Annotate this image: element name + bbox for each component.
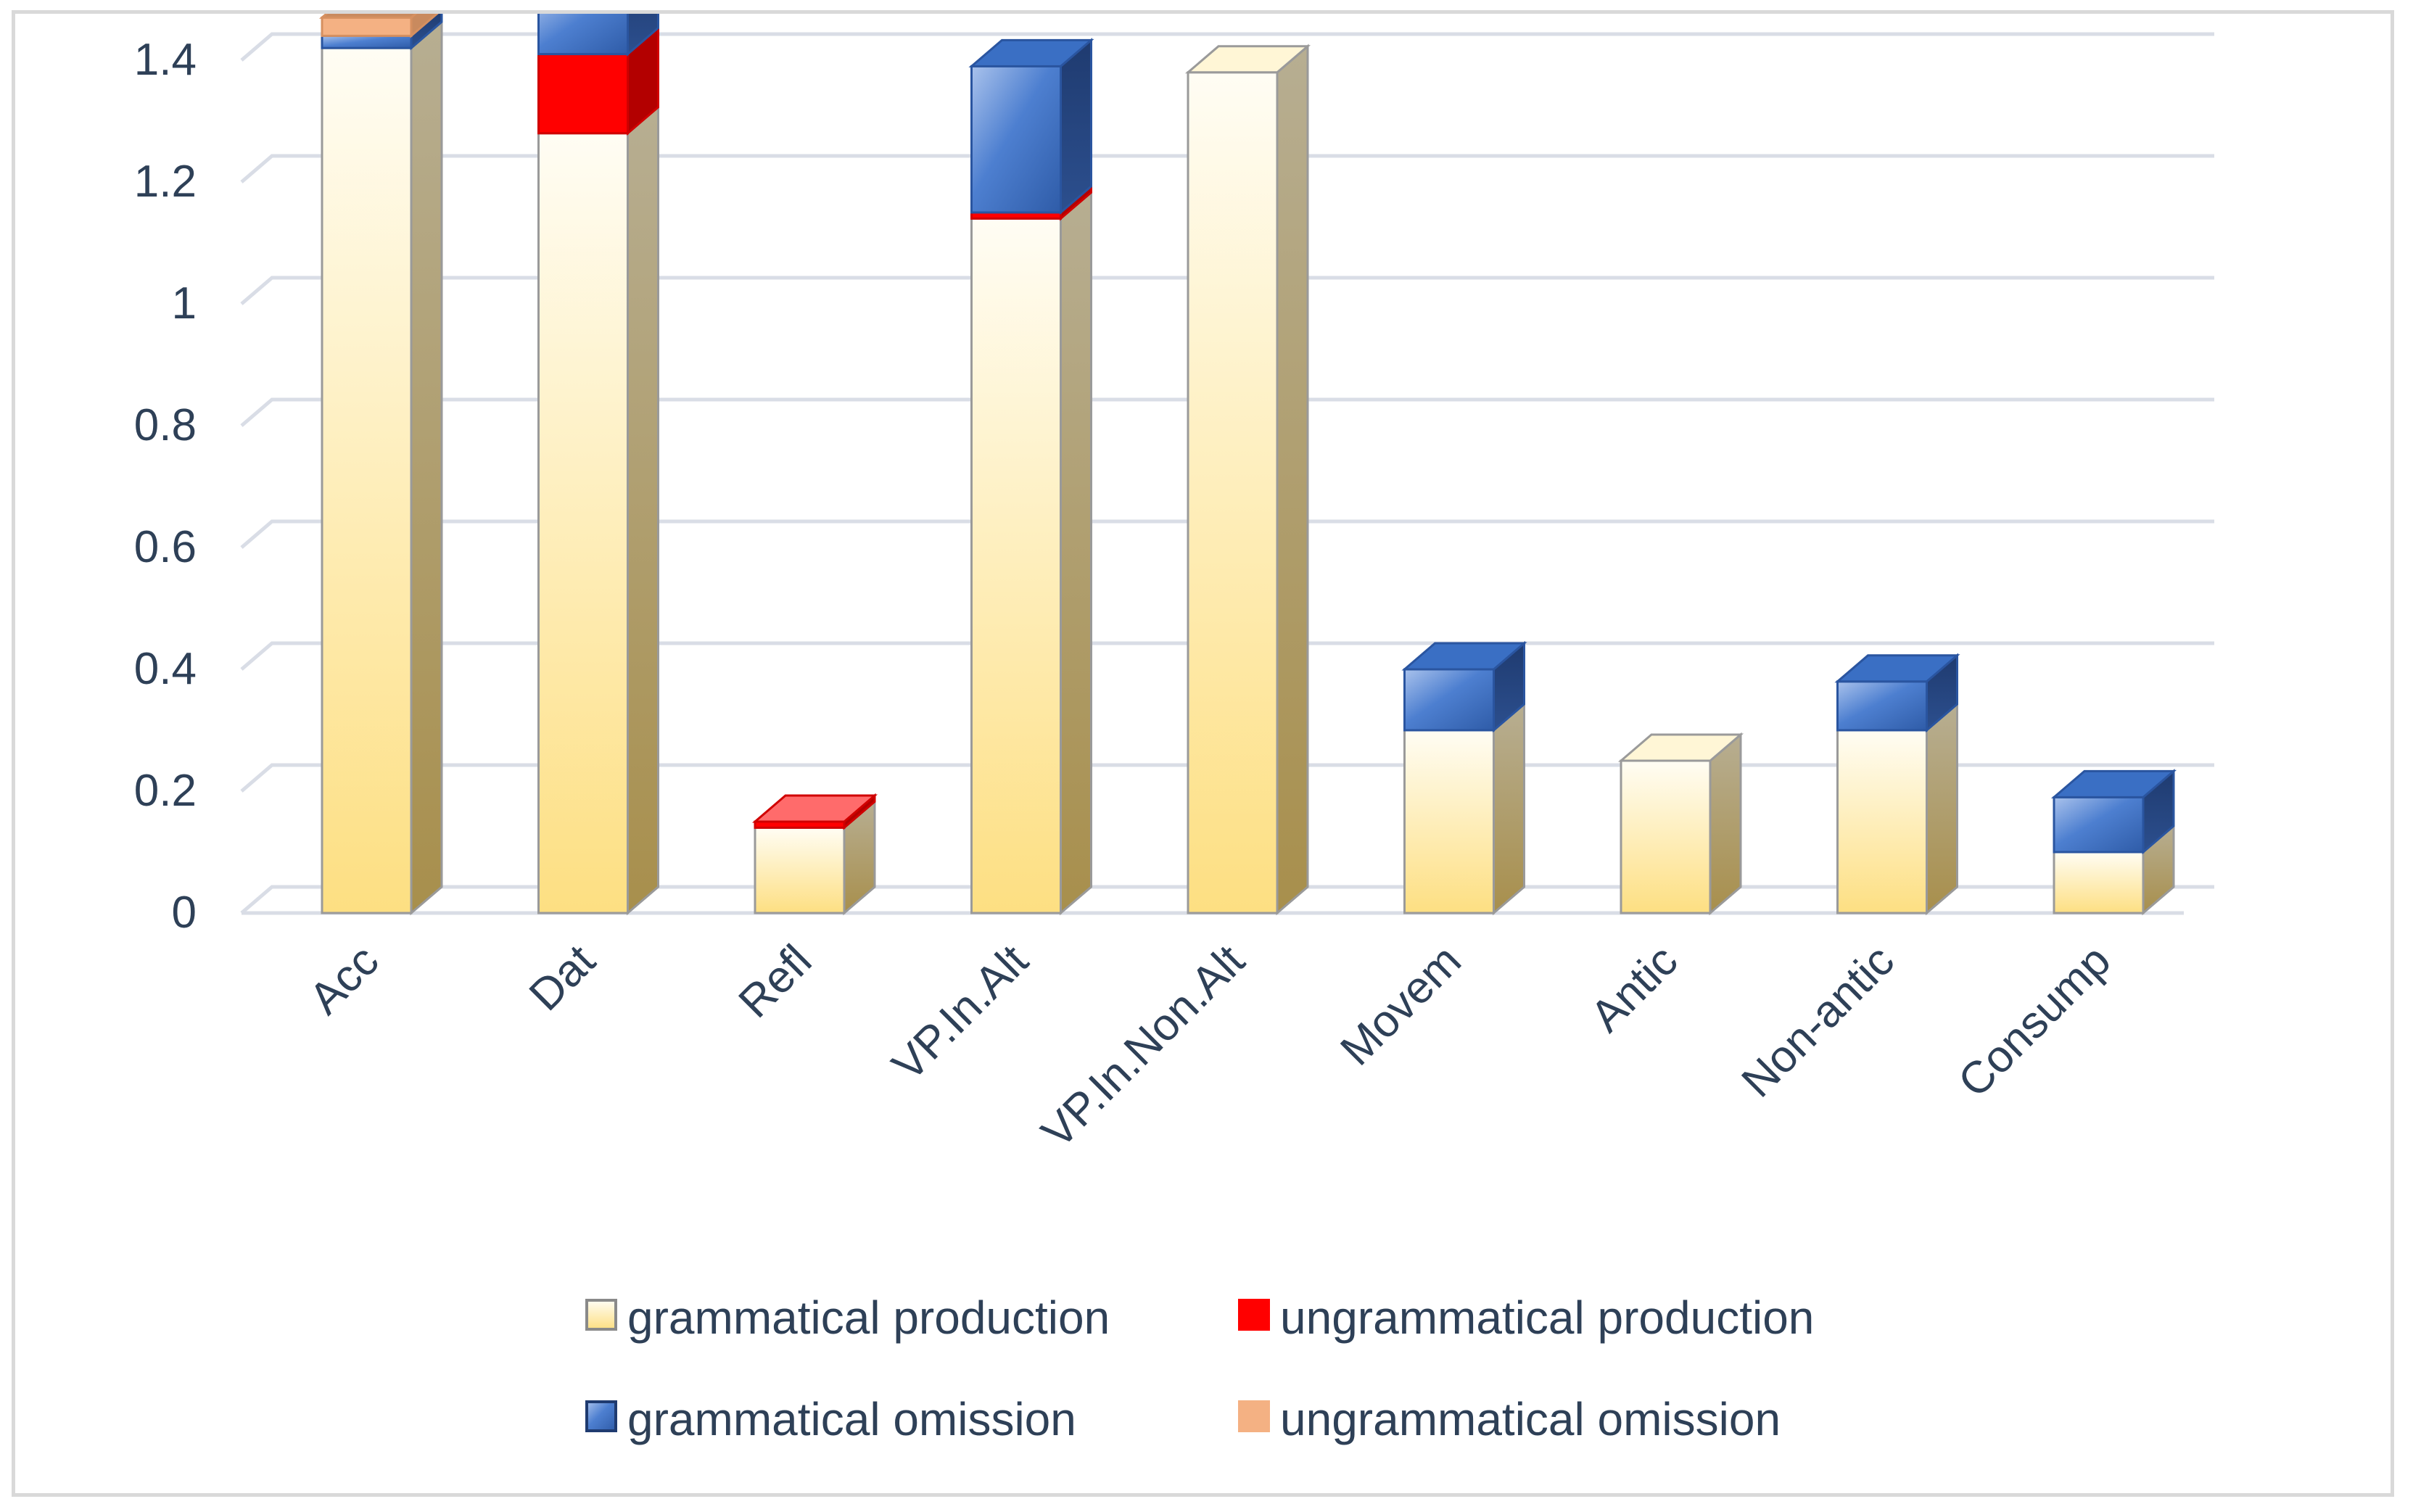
- legend-label: grammatical omission: [627, 1393, 1076, 1445]
- bar-top-face: [1834, 654, 1960, 683]
- bar-segment: [321, 19, 443, 916]
- bar-side-face: [1060, 38, 1092, 215]
- bar-refl: [751, 793, 878, 916]
- legend-item: ungrammatical production: [1238, 1292, 1814, 1344]
- bar-side-face: [1276, 44, 1309, 916]
- bar-dat: [537, 0, 659, 916]
- x-tick-label: VP.In.Alt: [883, 935, 1038, 1091]
- legend: grammatical production ungrammatical prod…: [585, 1292, 1814, 1445]
- bar-front-face: [321, 16, 413, 37]
- y-tick-label: 0.4: [134, 644, 197, 694]
- bar-acc: [318, 0, 443, 916]
- bar-segment: [1836, 701, 1958, 916]
- gridline: [240, 763, 2214, 793]
- bar-front-face: [1403, 729, 1495, 914]
- legend-item: grammatical omission: [585, 1393, 1076, 1445]
- bar-top-face: [1401, 642, 1527, 671]
- gridline: [240, 276, 2214, 305]
- bar-segment: [751, 793, 878, 830]
- bar-vp-in-non-alt: [1184, 44, 1311, 916]
- bar-front-face: [754, 826, 846, 914]
- bar-front-face: [537, 0, 629, 56]
- bar-side-face: [627, 104, 659, 916]
- bar-front-face: [2053, 796, 2145, 854]
- x-tick-label: VP.In.Non.Alt: [1032, 935, 1254, 1157]
- bar-segment: [968, 38, 1094, 215]
- x-tick-label: Movem: [1331, 935, 1471, 1075]
- bar-front-face: [1403, 668, 1495, 732]
- legend-swatch: [1238, 1400, 1270, 1432]
- x-tick-label: Acc: [300, 935, 389, 1024]
- legend-label: grammatical production: [627, 1292, 1110, 1344]
- gridline: [240, 397, 2214, 427]
- legend-item: grammatical production: [585, 1292, 1110, 1344]
- bar-top-face: [751, 794, 878, 823]
- x-tick-label: Consump: [1949, 935, 2120, 1107]
- bar-segment: [1184, 44, 1311, 916]
- bar-segment: [537, 104, 659, 916]
- bar-side-face: [1926, 701, 1958, 916]
- y-tick-label: 1.4: [134, 35, 197, 85]
- bar-side-face: [1709, 732, 1742, 916]
- bar-front-face: [1836, 729, 1928, 914]
- bar-movem: [1401, 640, 1527, 916]
- y-tick-label: 1.2: [134, 157, 197, 207]
- y-tick-label: 1: [172, 278, 197, 329]
- legend-swatch: [585, 1400, 617, 1432]
- gridline: [240, 154, 2214, 183]
- bar-front-face: [1187, 71, 1279, 914]
- gridline: [240, 641, 2214, 671]
- legend-swatch: [1238, 1299, 1270, 1331]
- bar-segment: [970, 190, 1092, 916]
- bar-segment: [1834, 653, 1960, 733]
- bar-side-face: [410, 19, 443, 916]
- stacked-3d-column-chart: 00.20.40.60.811.21.41.6 AccDatReflVP.In.…: [134, 0, 2214, 1445]
- bar-segment: [1403, 701, 1525, 916]
- x-tick-label: Non-antic: [1732, 935, 1903, 1107]
- y-tick-label: 0.8: [134, 400, 197, 450]
- legend-swatch: [585, 1299, 617, 1331]
- y-tick-label: 0.2: [134, 766, 197, 816]
- bar-front-face: [537, 132, 629, 914]
- legend-label: ungrammatical omission: [1280, 1393, 1781, 1445]
- bar-front-face: [1836, 680, 1928, 732]
- bar-antic: [1617, 732, 1744, 916]
- bar-segment: [754, 799, 876, 916]
- y-axis: 00.20.40.60.811.21.41.6: [134, 35, 197, 938]
- bar-front-face: [321, 34, 413, 49]
- bars: [318, 0, 2177, 916]
- bar-non-antic: [1834, 653, 1960, 916]
- bar-segment: [1617, 732, 1744, 916]
- y-tick-label: 0: [172, 888, 197, 938]
- x-tick-label: Antic: [1581, 935, 1687, 1041]
- legend-item: ungrammatical omission: [1238, 1393, 1781, 1445]
- legend-label: ungrammatical production: [1280, 1292, 1814, 1344]
- y-tick-label: 0.6: [134, 522, 197, 572]
- chart-frame: 00.20.40.60.811.21.41.6 AccDatReflVP.In.…: [12, 0, 2394, 1497]
- bar-front-face: [2053, 851, 2145, 914]
- bar-front-face: [1620, 759, 1712, 914]
- gridline: [240, 32, 2214, 62]
- bar-segment: [1401, 640, 1527, 733]
- bar-top-face: [1617, 733, 1744, 762]
- x-tick-label: Refl: [730, 935, 822, 1028]
- bar-front-face: [970, 65, 1062, 214]
- bar-segment: [2050, 769, 2177, 855]
- bar-top-face: [1184, 45, 1311, 74]
- bar-top-face: [968, 38, 1094, 67]
- bar-front-face: [321, 46, 413, 914]
- bar-front-face: [970, 217, 1062, 914]
- gridline: [240, 519, 2214, 549]
- bar-top-face: [2050, 769, 2177, 798]
- gridline: [240, 885, 2214, 914]
- bar-vp-in-alt: [968, 38, 1094, 916]
- x-tick-label: Dat: [520, 935, 605, 1020]
- bar-side-face: [1060, 190, 1092, 916]
- bar-consump: [2050, 769, 2177, 916]
- bar-front-face: [537, 53, 629, 135]
- bar-side-face: [1493, 701, 1525, 916]
